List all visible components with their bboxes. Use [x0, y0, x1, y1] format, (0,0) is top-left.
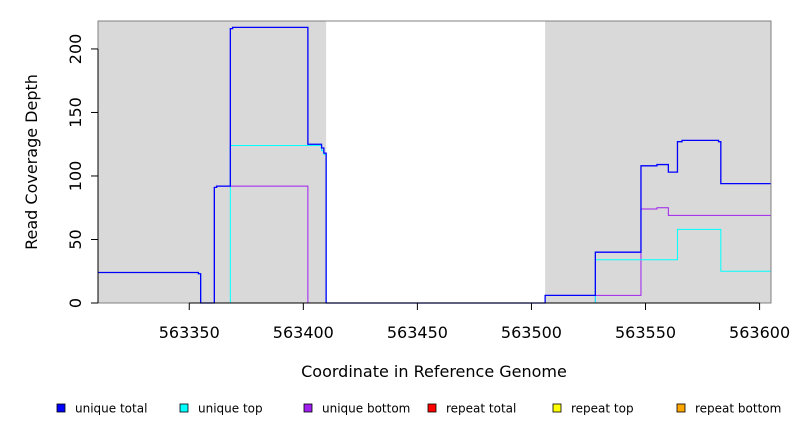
legend-label: unique total [75, 402, 147, 416]
highlight-region [326, 21, 546, 303]
legend-label: unique bottom [322, 402, 410, 416]
series-line-unique-total [98, 26, 771, 304]
axes-layer: 0 50 100 150 200 563350 563400 563450 563500 5635… [66, 20, 790, 342]
x-tick-label: 563550 [615, 323, 676, 342]
legend-swatch [56, 403, 66, 413]
x-tick-label: 563500 [501, 323, 562, 342]
y-tick-label: 0 [66, 298, 85, 308]
legend-swatch [676, 403, 686, 413]
y-tick-label: 150 [66, 97, 85, 128]
y-tick-label: 200 [66, 34, 85, 65]
legend-swatch [552, 403, 562, 413]
x-tick-label: 563600 [729, 323, 790, 342]
legend-label: repeat bottom [695, 402, 781, 416]
legend-swatch [427, 403, 437, 413]
y-tick-label: 50 [66, 229, 85, 249]
legend-label: unique top [198, 402, 263, 416]
legend-swatch [303, 403, 313, 413]
x-axis-title: Coordinate in Reference Genome [301, 362, 567, 381]
x-tick-label: 563450 [387, 323, 448, 342]
plot-area [98, 21, 771, 303]
y-axis-title: Read Coverage Depth [22, 74, 41, 250]
y-tick-label: 100 [66, 161, 85, 192]
legend-label: repeat top [571, 402, 634, 416]
legend: unique total unique top unique bottom repea… [56, 402, 781, 416]
legend-label: repeat total [446, 402, 516, 416]
x-tick-label: 563400 [273, 323, 334, 342]
x-tick-label: 563350 [159, 323, 220, 342]
legend-swatch [179, 403, 189, 413]
